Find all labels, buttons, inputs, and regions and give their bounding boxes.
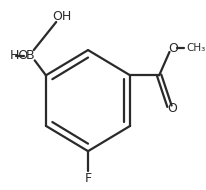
Text: O: O	[168, 42, 178, 55]
Text: OH: OH	[52, 10, 71, 23]
Text: O: O	[167, 102, 177, 115]
Text: F: F	[84, 172, 92, 185]
Text: CH₃: CH₃	[186, 43, 206, 53]
Text: B: B	[26, 49, 34, 62]
Text: HO: HO	[9, 49, 29, 62]
